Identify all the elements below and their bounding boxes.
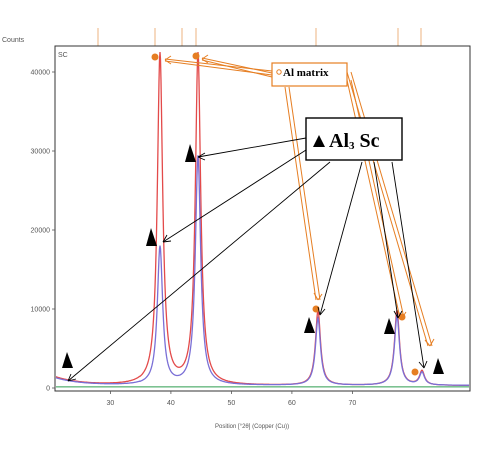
al-arrow-2 [201,57,273,74]
sc-triangle-1 [185,144,196,162]
al3sc-box [305,117,403,161]
x-axis-title: Position [°2θ] (Copper (Cu)) [215,424,289,430]
sc-arrowhead-6 [418,360,428,369]
sc-triangle-2 [146,228,157,246]
sc-arrowhead-5 [393,310,403,319]
sc-arrow-4 [319,161,363,316]
sc-arrow-3 [67,161,331,382]
al-arrow-4 [346,79,401,319]
al-dot-2 [192,52,200,60]
sc-triangle-6 [433,358,444,374]
sc-arrow-5 [373,161,399,319]
al-dot-4 [398,313,406,321]
sc-triangle-3 [62,352,73,368]
al-arrow-5 [346,71,429,347]
al-dot-5 [411,368,419,376]
al3sc-arrows [67,137,428,382]
al3sc-label-sub: 3 [349,140,355,152]
sc-arrowhead-4 [317,306,326,316]
al-arrow-4b [350,79,405,319]
series-line-2 [55,155,469,386]
al3sc-label-prefix: Al [329,130,349,152]
al-arrow-3 [284,86,317,301]
annotation-layer: Al matrix Al3 Sc [62,52,444,382]
sc-arrowhead-1 [197,152,206,161]
x-axis-ticks: 30 40 50 60 70 [107,391,357,407]
al3sc-label-suffix: Sc [355,130,380,152]
al3sc-label: Al3 Sc [329,130,380,152]
x-tick-label: 60 [288,400,296,407]
al-matrix-legend-dot [276,69,282,75]
y-axis-title: Counts [2,37,25,44]
x-tick-label: 40 [167,400,175,407]
sc-arrow-2 [162,149,307,243]
y-axis-ticks: 0 10000 20000 30000 40000 [31,70,55,393]
y-tick-label: 10000 [31,307,51,314]
sc-arrowhead-2 [162,234,172,243]
y-tick-label: 40000 [31,70,51,77]
al-matrix-label: Al matrix [283,67,329,79]
al-arrowhead-1 [164,55,172,65]
y-tick-label: 0 [46,386,50,393]
x-tick-label: 70 [349,400,357,407]
y-tick-label: 20000 [31,228,51,235]
al3sc-legend-triangle [313,135,325,147]
al-arrowhead-2 [201,54,209,64]
top-peak-markers [97,28,422,46]
al-matrix-box [271,62,348,87]
al-dot-1 [151,53,159,61]
al-arrow-5b [350,71,433,347]
sc-triangle-4 [304,317,315,333]
sc-triangle-5 [384,318,395,334]
plot-frame [54,45,471,392]
al3sc-triangles [62,144,444,374]
y-tick-label: 30000 [31,149,51,156]
al-arrowhead-3 [313,292,323,301]
sc-arrow-1 [197,137,307,158]
x-tick-label: 30 [107,400,115,407]
al-arrow-2b [201,59,273,78]
al-arrowhead-5 [424,338,435,347]
al-matrix-arrows [164,54,435,347]
al-matrix-dots [151,52,419,376]
sc-arrowhead-3 [67,373,77,382]
al-arrow-3b [288,86,321,301]
sc-arrow-6 [391,161,425,369]
x-tick-label: 50 [228,400,236,407]
series-layer [55,51,469,388]
panel-label: SC [58,52,68,59]
